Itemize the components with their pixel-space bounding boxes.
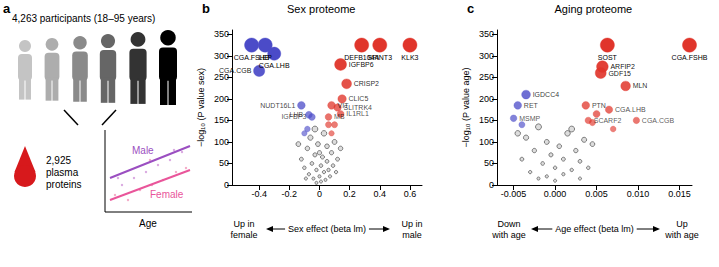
- svg-text:proteins: proteins: [46, 179, 82, 190]
- svg-text:Up: Up: [676, 219, 688, 229]
- svg-text:IGFBP6: IGFBP6: [349, 61, 374, 68]
- svg-text:SPINT3: SPINT3: [367, 54, 392, 62]
- svg-text:200: 200: [214, 94, 229, 104]
- svg-text:0.6: 0.6: [404, 189, 417, 199]
- svg-text:Sex proteome: Sex proteome: [287, 3, 355, 15]
- svg-text:CGA.FSHB: CGA.FSHB: [672, 54, 708, 61]
- svg-text:350: 350: [214, 29, 229, 39]
- svg-text:Down: Down: [497, 219, 520, 229]
- svg-text:Male: Male: [132, 145, 154, 156]
- svg-text:0.4: 0.4: [374, 189, 387, 199]
- svg-text:50: 50: [484, 158, 494, 168]
- svg-text:200: 200: [479, 94, 494, 104]
- svg-text:IGDCC4: IGDCC4: [533, 91, 560, 98]
- svg-text:a: a: [3, 1, 11, 16]
- svg-text:KLK3: KLK3: [401, 54, 418, 61]
- svg-text:4,263 participants (18–95 year: 4,263 participants (18–95 years): [12, 13, 155, 24]
- svg-text:IL1RL1: IL1RL1: [346, 110, 369, 117]
- svg-text:CGA.FSHB: CGA.FSHB: [233, 54, 270, 62]
- svg-text:−log₁₀ (P value sex): −log₁₀ (P value sex): [196, 68, 206, 147]
- svg-text:CGA.CGB: CGA.CGB: [219, 67, 252, 74]
- svg-text:0.005: 0.005: [585, 189, 608, 199]
- svg-text:CLIC5: CLIC5: [348, 95, 368, 102]
- svg-text:Up in: Up in: [401, 219, 422, 229]
- svg-text:0: 0: [489, 180, 494, 190]
- svg-text:350: 350: [479, 29, 494, 39]
- svg-text:0: 0: [317, 189, 322, 199]
- svg-text:2,925: 2,925: [46, 155, 71, 166]
- svg-text:plasma: plasma: [46, 167, 79, 178]
- svg-text:250: 250: [214, 72, 229, 83]
- svg-text:with age: with age: [664, 230, 699, 240]
- svg-text:b: b: [202, 1, 210, 16]
- svg-text:male: male: [402, 230, 422, 240]
- svg-text:MSMP: MSMP: [519, 115, 540, 122]
- svg-text:CGA.LHB: CGA.LHB: [615, 106, 646, 113]
- svg-text:-0.2: -0.2: [282, 189, 298, 199]
- svg-text:ARFIP2: ARFIP2: [610, 63, 635, 71]
- svg-text:50: 50: [219, 158, 229, 168]
- svg-text:300: 300: [214, 51, 229, 61]
- svg-text:0.000: 0.000: [544, 189, 567, 199]
- svg-text:CRISP2: CRISP2: [354, 80, 379, 87]
- svg-text:100: 100: [479, 137, 494, 147]
- svg-text:-0.4: -0.4: [251, 189, 267, 199]
- svg-text:Age effect (beta lm): Age effect (beta lm): [555, 224, 633, 234]
- svg-text:CGA.CGB: CGA.CGB: [642, 117, 675, 124]
- svg-text:NUDT16L1: NUDT16L1: [260, 102, 295, 109]
- svg-text:150: 150: [214, 115, 229, 125]
- svg-text:250: 250: [479, 72, 494, 82]
- svg-text:300: 300: [479, 51, 494, 61]
- svg-text:MB: MB: [334, 113, 345, 120]
- svg-text:GDF15: GDF15: [608, 70, 631, 77]
- svg-text:Age: Age: [139, 218, 157, 229]
- svg-text:SOST: SOST: [598, 54, 618, 61]
- svg-text:SLITRK4: SLITRK4: [343, 104, 372, 111]
- svg-text:150: 150: [479, 115, 494, 125]
- svg-text:MLN: MLN: [633, 82, 648, 89]
- svg-text:Sex effect (beta lm): Sex effect (beta lm): [288, 224, 366, 234]
- svg-text:with age: with age: [491, 230, 526, 240]
- svg-text:LEP: LEP: [259, 54, 273, 61]
- svg-text:-0.005: -0.005: [501, 189, 527, 199]
- svg-text:0.010: 0.010: [627, 189, 650, 199]
- svg-text:0.015: 0.015: [668, 189, 691, 199]
- svg-text:CGA.LHB: CGA.LHB: [259, 62, 290, 69]
- svg-text:0: 0: [224, 180, 229, 190]
- svg-text:female: female: [230, 230, 257, 240]
- svg-text:c: c: [467, 1, 474, 16]
- svg-text:Aging proteome: Aging proteome: [555, 3, 633, 15]
- svg-text:−log₁₀ (P value age): −log₁₀ (P value age): [461, 68, 471, 148]
- svg-text:IGFBP3: IGFBP3: [281, 113, 306, 120]
- svg-text:Up in: Up in: [233, 219, 254, 229]
- svg-text:Female: Female: [150, 189, 184, 200]
- svg-text:100: 100: [214, 137, 229, 147]
- svg-text:SCARF2: SCARF2: [594, 117, 622, 124]
- svg-text:0.2: 0.2: [343, 189, 356, 199]
- svg-text:PTN: PTN: [592, 102, 606, 109]
- svg-text:RET: RET: [524, 102, 539, 109]
